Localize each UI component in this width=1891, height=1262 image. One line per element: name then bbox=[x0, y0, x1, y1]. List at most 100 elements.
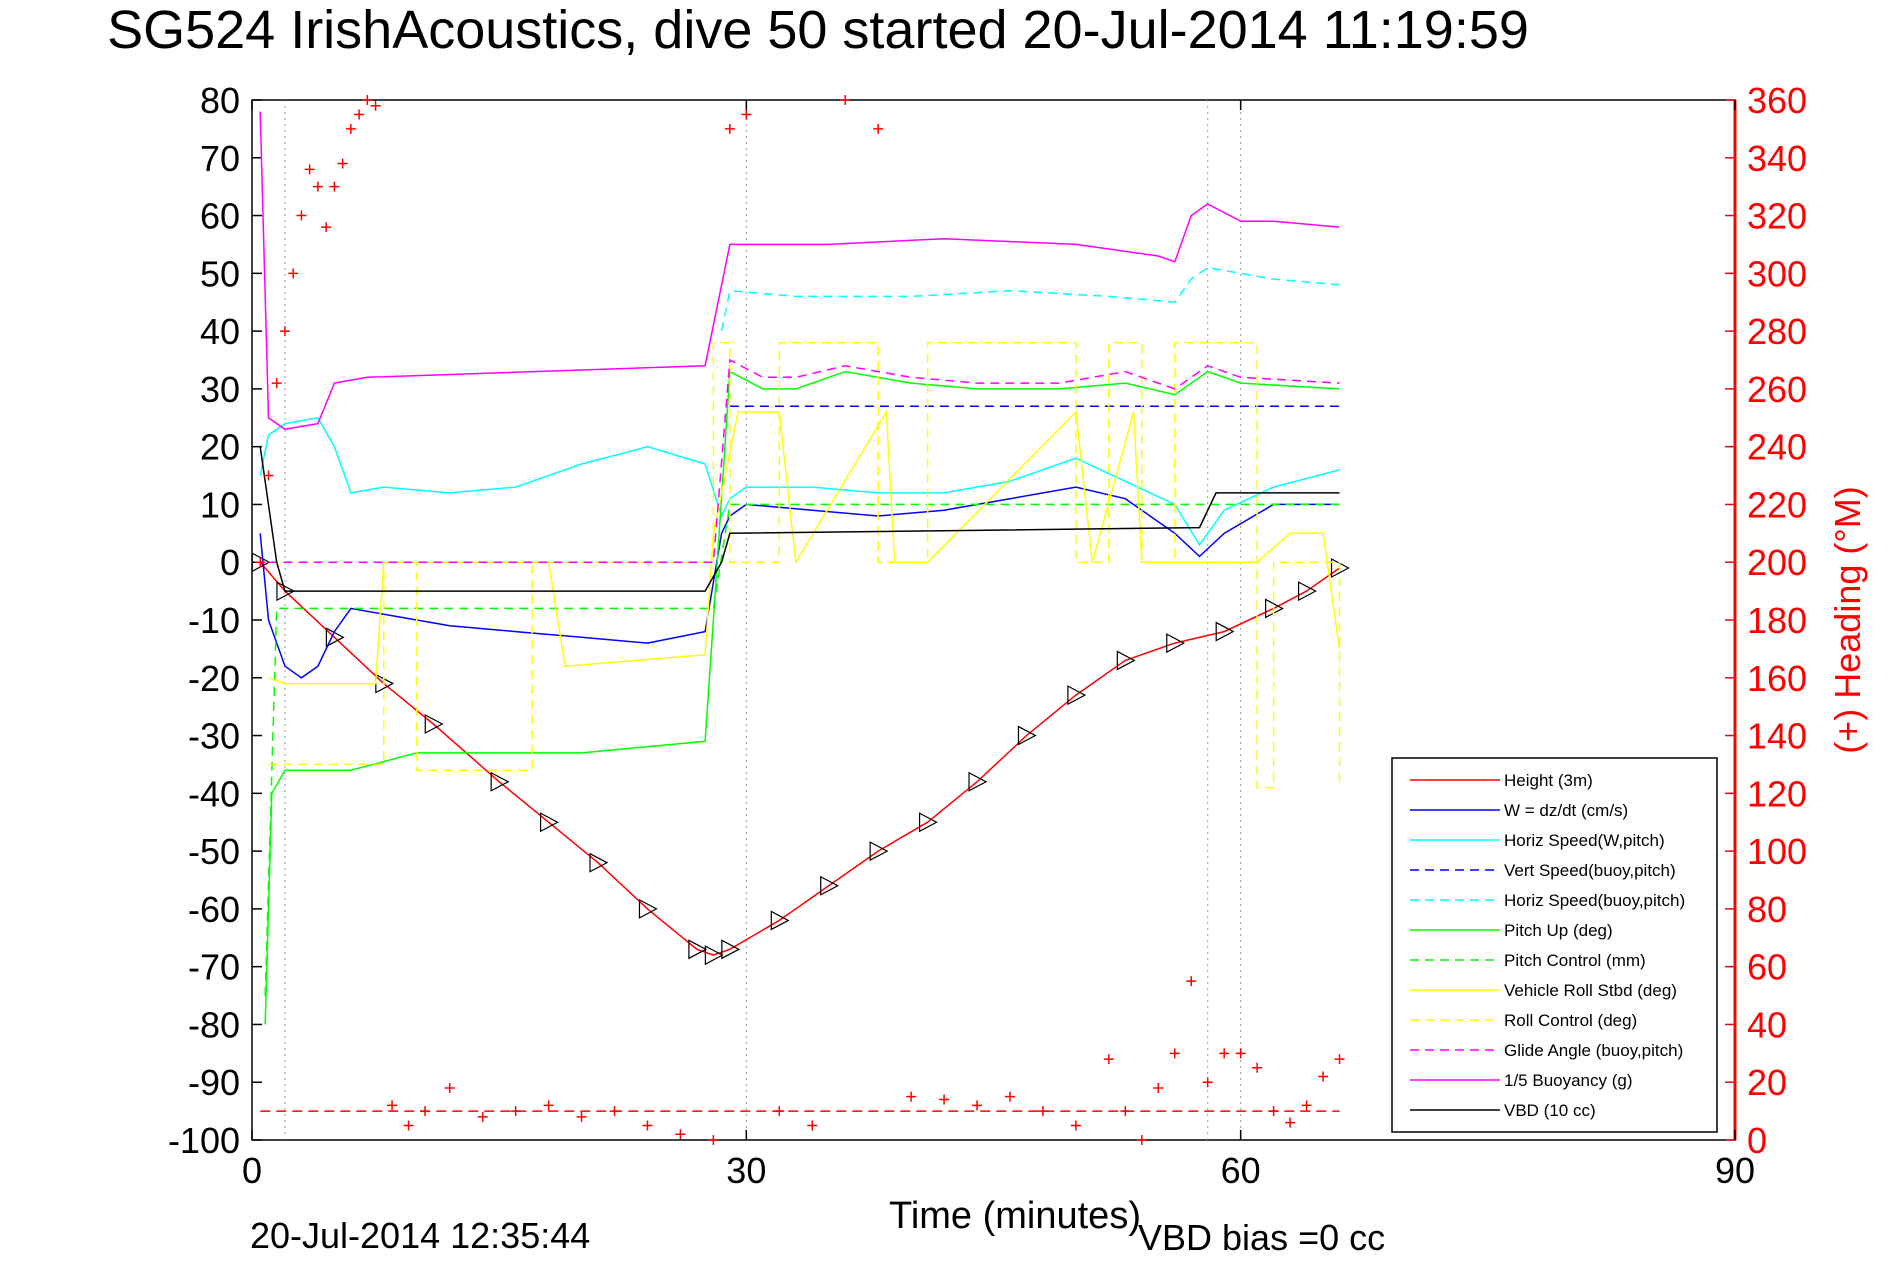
height-marker bbox=[325, 627, 345, 648]
heading-point bbox=[1153, 1083, 1164, 1093]
series-line-4 bbox=[720, 266, 1340, 332]
heading-point bbox=[337, 158, 348, 169]
y2-tick-label: 220 bbox=[1747, 484, 1807, 525]
heading-point bbox=[708, 1135, 719, 1145]
y-tick-label: 30 bbox=[200, 369, 240, 410]
height-marker bbox=[1017, 725, 1037, 746]
heading-point bbox=[972, 1100, 983, 1111]
y-tick-label: -40 bbox=[188, 773, 240, 814]
heading-point bbox=[774, 1106, 785, 1117]
height-marker bbox=[1297, 581, 1317, 602]
x-tick-label: 0 bbox=[242, 1150, 262, 1191]
heading-point bbox=[354, 109, 365, 120]
heading-point bbox=[279, 326, 290, 337]
height-marker bbox=[490, 771, 510, 792]
heading-point bbox=[675, 1129, 686, 1140]
y-tick-label: -50 bbox=[188, 831, 240, 872]
heading-point bbox=[296, 210, 307, 221]
y2-tick-label: 320 bbox=[1747, 196, 1807, 237]
heading-point bbox=[1202, 1077, 1213, 1088]
y2-tick-label: 360 bbox=[1747, 80, 1807, 121]
heading-point bbox=[642, 1120, 653, 1131]
heading-point bbox=[1037, 1106, 1048, 1117]
x-tick-label: 60 bbox=[1221, 1150, 1261, 1191]
y2-tick-label: 200 bbox=[1747, 542, 1807, 583]
legend-label: Horiz Speed(W,pitch) bbox=[1504, 831, 1665, 850]
y2-axis-label: (+) Heading (°M) bbox=[1827, 486, 1868, 753]
height-marker bbox=[869, 841, 889, 862]
height-marker bbox=[1116, 650, 1136, 671]
y2-tick-label: 60 bbox=[1747, 947, 1787, 988]
legend-box bbox=[1391, 757, 1718, 1133]
heading-point bbox=[1252, 1062, 1263, 1073]
y2-tick-label: 240 bbox=[1747, 427, 1807, 468]
height-marker bbox=[424, 714, 444, 734]
y-tick-label: 40 bbox=[200, 311, 240, 352]
height-marker bbox=[276, 581, 296, 602]
legend-label: 1/5 Buoyancy (g) bbox=[1504, 1071, 1633, 1090]
legend-label: Roll Control (deg) bbox=[1504, 1011, 1637, 1030]
y-tick-label: -80 bbox=[188, 1004, 240, 1045]
y2-tick-label: 340 bbox=[1747, 138, 1807, 179]
height-marker bbox=[704, 945, 724, 966]
legend-label: Vehicle Roll Stbd (deg) bbox=[1504, 981, 1677, 1000]
heading-point bbox=[1301, 1100, 1312, 1111]
height-marker bbox=[638, 898, 658, 919]
x-tick-label: 30 bbox=[726, 1150, 766, 1191]
y-tick-label: 10 bbox=[200, 484, 240, 525]
heading-point bbox=[576, 1111, 587, 1122]
heading-point bbox=[263, 470, 274, 481]
y-tick-label: 80 bbox=[200, 80, 240, 121]
y2-tick-label: 160 bbox=[1747, 658, 1807, 699]
y2-tick-label: 300 bbox=[1747, 253, 1807, 294]
legend-label: Horiz Speed(buoy,pitch) bbox=[1504, 891, 1685, 910]
heading-point bbox=[420, 1106, 431, 1117]
heading-point bbox=[403, 1120, 414, 1131]
y-tick-label: -10 bbox=[188, 600, 240, 641]
heading-point bbox=[1219, 1048, 1230, 1059]
y2-tick-label: 100 bbox=[1747, 831, 1807, 872]
heading-point bbox=[1268, 1106, 1279, 1117]
heading-point bbox=[345, 123, 356, 134]
legend-label: Pitch Up (deg) bbox=[1504, 921, 1613, 940]
series-line-1 bbox=[259, 486, 1340, 679]
legend-label: Vert Speed(buoy,pitch) bbox=[1504, 861, 1676, 880]
height-marker bbox=[688, 939, 708, 960]
heading-point bbox=[510, 1106, 521, 1117]
heading-point bbox=[1318, 1071, 1329, 1082]
y2-tick-label: 280 bbox=[1747, 311, 1807, 352]
heading-point bbox=[1334, 1054, 1345, 1065]
heading-point bbox=[255, 557, 266, 568]
height-marker bbox=[539, 812, 559, 833]
heading-point bbox=[724, 123, 735, 134]
y2-tick-label: 140 bbox=[1747, 716, 1807, 757]
height-marker bbox=[820, 875, 840, 896]
footer-timestamp: 20-Jul-2014 12:35:44 bbox=[250, 1215, 590, 1256]
heading-point bbox=[271, 378, 282, 389]
y-tick-label: 50 bbox=[200, 253, 240, 294]
heading-point bbox=[444, 1083, 455, 1093]
y-tick-label: -60 bbox=[188, 889, 240, 930]
height-marker bbox=[1166, 633, 1186, 654]
y2-tick-label: 120 bbox=[1747, 773, 1807, 814]
heading-point bbox=[1004, 1091, 1015, 1102]
heading-point bbox=[329, 181, 340, 192]
heading-point bbox=[1186, 976, 1197, 987]
series-line-10 bbox=[259, 111, 1340, 431]
heading-point bbox=[370, 100, 381, 111]
heading-point bbox=[840, 95, 851, 105]
heading-point bbox=[873, 123, 884, 134]
y-tick-label: -90 bbox=[188, 1062, 240, 1103]
y-tick-label: 0 bbox=[220, 542, 240, 583]
heading-point bbox=[741, 109, 752, 120]
height-marker bbox=[589, 852, 609, 873]
x-tick-label: 90 bbox=[1715, 1150, 1755, 1191]
heading-point bbox=[321, 222, 332, 233]
height-marker bbox=[770, 910, 790, 931]
heading-point bbox=[1235, 1048, 1246, 1059]
legend-label: Glide Angle (buoy,pitch) bbox=[1504, 1041, 1683, 1060]
heading-point bbox=[1169, 1048, 1180, 1059]
heading-point bbox=[477, 1111, 488, 1122]
heading-point bbox=[1285, 1117, 1296, 1128]
legend-label: W = dz/dt (cm/s) bbox=[1504, 801, 1628, 820]
